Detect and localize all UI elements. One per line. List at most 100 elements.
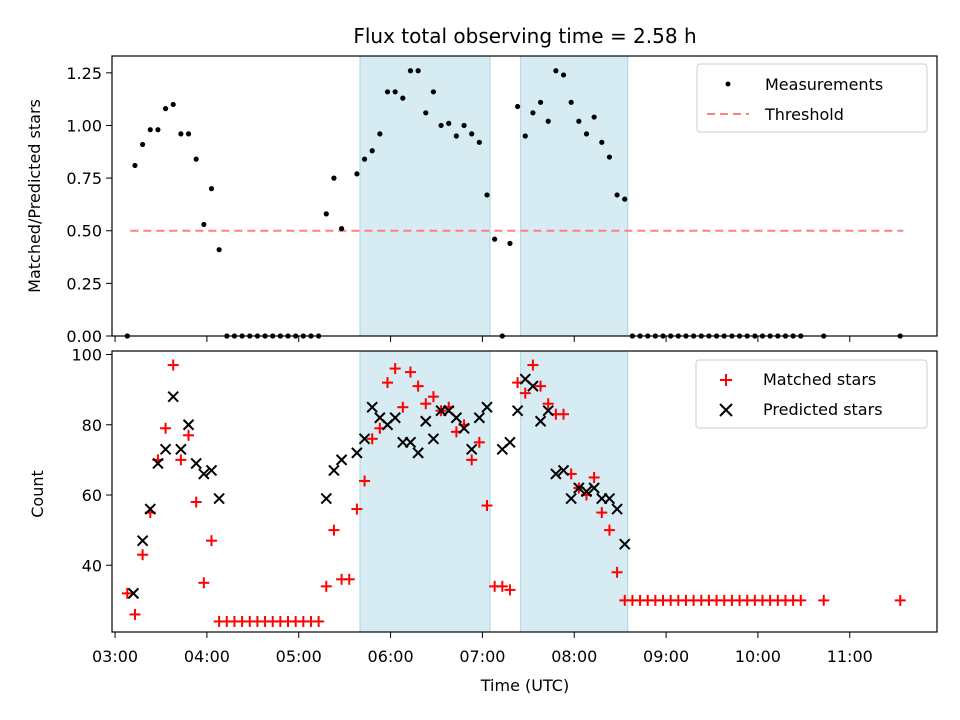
- matched-star-point: [328, 524, 340, 536]
- matched-star-point: [198, 577, 210, 589]
- y-tick-label: 0.75: [66, 169, 102, 188]
- matched-star-point: [527, 359, 539, 371]
- predicted-star-point: [182, 419, 195, 431]
- x-axis-label: Time (UTC): [480, 676, 569, 695]
- x-tick-label: 07:00: [459, 647, 505, 666]
- predicted-star-point: [458, 422, 470, 434]
- measurement-point: [338, 226, 345, 232]
- y-axis-label-bottom: Count: [28, 470, 47, 518]
- predicted-star-point: [427, 433, 440, 445]
- predicted-star-point: [511, 405, 524, 417]
- predicted-star-point: [450, 412, 463, 424]
- matched-star-point: [420, 398, 432, 410]
- predicted-star-point: [557, 464, 570, 477]
- predicted-star-point: [159, 443, 172, 456]
- measurement-point: [361, 156, 368, 162]
- measurement-point: [476, 139, 482, 145]
- observing-windows-bottom: [359, 350, 629, 633]
- matched-star-point: [542, 398, 554, 410]
- legend-marker-predicted: [719, 403, 733, 417]
- predicted-star-point: [358, 433, 371, 445]
- matched-star-point: [535, 380, 547, 392]
- measurement-point: [606, 154, 613, 160]
- y-tick-label: 0.00: [66, 327, 102, 346]
- matched-star-point: [359, 475, 371, 487]
- predicted-star-point: [481, 401, 493, 413]
- measurement-point: [147, 127, 153, 133]
- predicted-star-point: [190, 457, 202, 470]
- matched-star-point: [588, 471, 600, 483]
- y-axis-label-top: Matched/Predicted stars: [25, 99, 44, 293]
- measurement-point: [170, 101, 176, 108]
- matched-star-point: [504, 584, 516, 596]
- legend-box-top: [696, 63, 928, 133]
- y-tick-label: 0.25: [66, 274, 102, 293]
- measurement-point: [553, 68, 559, 74]
- x-tick-label: 05:00: [276, 647, 322, 666]
- measurement-point: [185, 131, 192, 137]
- measurement-point: [560, 72, 567, 78]
- measurement-point: [140, 141, 146, 148]
- matched-star-point: [160, 422, 172, 434]
- matched-star-point: [121, 587, 133, 599]
- predicted-star-point: [534, 415, 547, 427]
- matched-star-point: [596, 507, 608, 519]
- measurement-point: [484, 192, 490, 198]
- legend-label-predicted: Predicted stars: [763, 400, 883, 419]
- measurement-point: [201, 221, 207, 228]
- matched-star-point: [382, 377, 394, 389]
- measurement-point: [507, 240, 513, 246]
- measurement-point: [377, 131, 383, 137]
- y-ticks-bottom: 40 60 80 100: [71, 346, 112, 575]
- matched-star-point: [137, 549, 149, 561]
- y-tick-label: 1.00: [66, 116, 102, 135]
- measurement-point: [392, 89, 398, 95]
- predicted-star-point: [611, 503, 623, 515]
- predicted-star-point: [213, 492, 225, 505]
- matched-star-point: [558, 408, 570, 420]
- panel-count: 40 60 80 100 03:00 04:00 05:00 06:00 07:00 08:00…: [28, 346, 938, 695]
- measurement-point: [178, 131, 184, 137]
- matched-star-point: [167, 359, 179, 371]
- measurement-point: [530, 110, 536, 116]
- matched-star-point: [427, 391, 439, 403]
- predicted-star-point: [404, 436, 417, 449]
- measurement-point: [545, 118, 551, 124]
- measurement-point: [622, 196, 628, 202]
- measurement-point: [415, 68, 421, 74]
- measurement-point: [599, 139, 605, 145]
- observing-window: [520, 55, 629, 337]
- measurement-point: [323, 211, 329, 217]
- observing-windows-top: [359, 55, 629, 337]
- legend-label-matched: Matched stars: [763, 370, 876, 389]
- matched-star-point: [412, 380, 424, 392]
- predicted-star-point: [573, 482, 585, 494]
- legend-box-bottom: [695, 359, 928, 429]
- predicted-star-point: [473, 412, 486, 424]
- measurements-series: [124, 68, 903, 339]
- predicted-star-point: [127, 587, 140, 600]
- matched-star-point: [397, 401, 409, 413]
- measurement-point: [216, 247, 222, 253]
- measurement-point: [461, 122, 467, 129]
- predicted-star-point: [167, 390, 179, 403]
- x-ticks-bottom: 03:00 04:00 05:00 06:00 07:00 08:00 09:00 10:00…: [92, 632, 873, 666]
- x-tick-label: 06:00: [368, 647, 414, 666]
- matched-star-point: [129, 608, 141, 620]
- predicted-star-point: [198, 468, 210, 480]
- measurement-point: [208, 186, 215, 192]
- measurement-point: [193, 156, 199, 162]
- observing-window: [359, 55, 491, 337]
- matched-star-point: [519, 387, 531, 399]
- measurement-point: [469, 131, 475, 137]
- measurement-point: [354, 171, 360, 177]
- x-tick-label: 04:00: [184, 647, 230, 666]
- matched-star-point: [611, 566, 623, 578]
- predicted-star-point: [565, 492, 577, 505]
- measurement-point: [132, 162, 138, 169]
- matched-star-point: [481, 500, 493, 512]
- measurement-point: [430, 89, 437, 95]
- predicted-star-point: [412, 447, 424, 459]
- predicted-star-point: [504, 436, 516, 449]
- matched-star-point: [894, 594, 906, 606]
